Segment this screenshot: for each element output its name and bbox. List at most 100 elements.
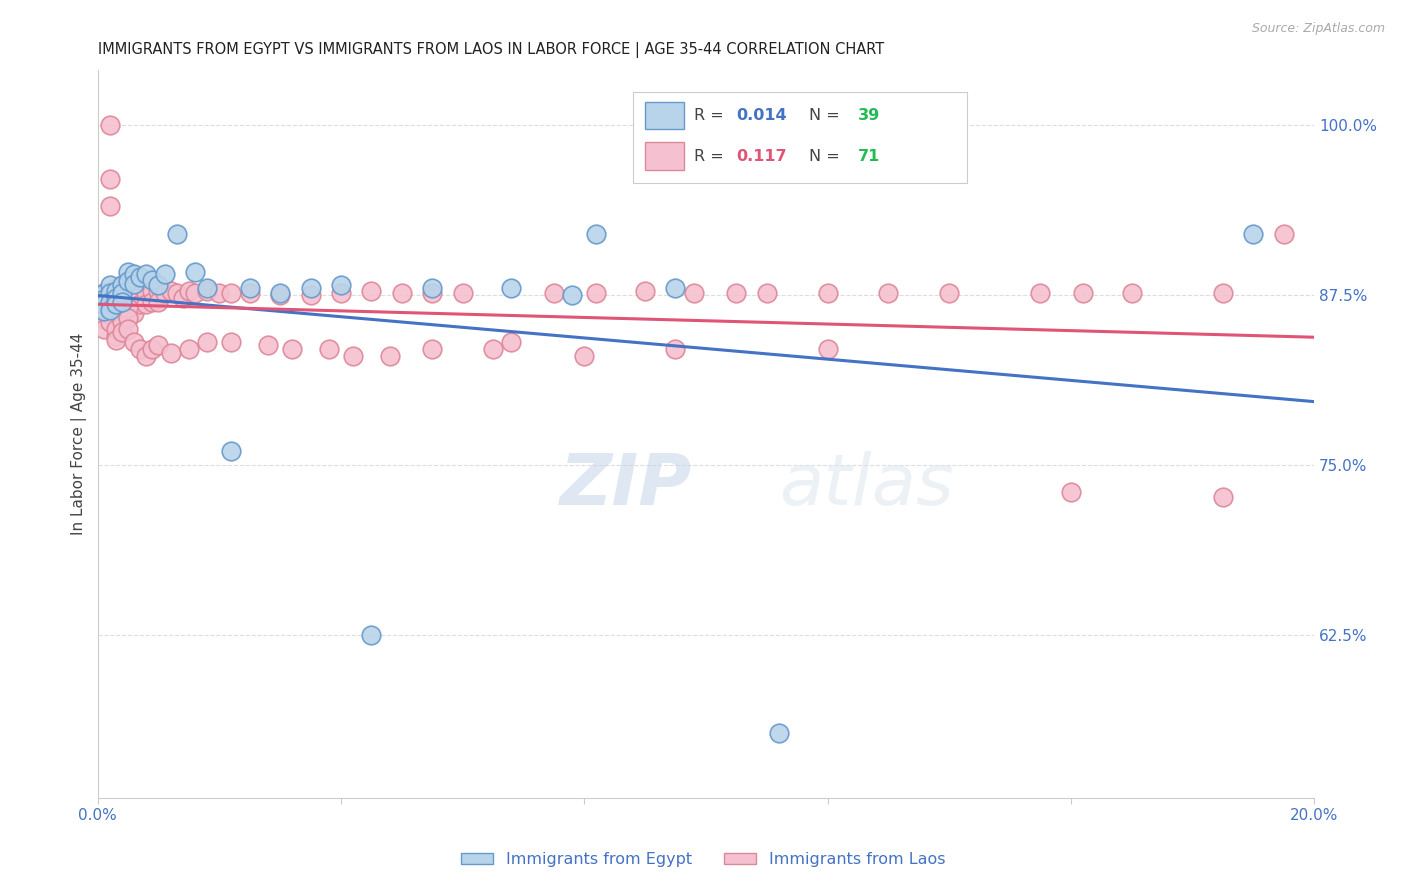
Point xyxy=(1241,227,1264,241)
Point xyxy=(104,308,127,322)
Point xyxy=(98,315,121,329)
Point xyxy=(148,294,170,309)
Point xyxy=(135,268,157,282)
Point xyxy=(938,286,960,301)
Point xyxy=(166,227,188,241)
Point xyxy=(585,227,607,241)
Point xyxy=(93,294,115,309)
Point xyxy=(93,312,115,326)
Point xyxy=(135,278,157,293)
Point xyxy=(104,328,127,343)
Point xyxy=(117,265,139,279)
Point xyxy=(543,286,565,301)
Point xyxy=(129,278,152,293)
Point xyxy=(768,726,790,740)
Point xyxy=(117,301,139,316)
Text: R =: R = xyxy=(693,108,728,123)
Point xyxy=(117,274,139,288)
Point xyxy=(299,281,322,295)
Text: 0.117: 0.117 xyxy=(737,149,787,164)
Point xyxy=(184,286,207,301)
Point xyxy=(98,286,121,301)
Point xyxy=(117,310,139,325)
Point xyxy=(93,304,115,318)
Point xyxy=(817,343,839,357)
Point xyxy=(177,343,200,357)
Point xyxy=(634,284,657,298)
Point xyxy=(725,286,748,301)
Point xyxy=(269,288,291,302)
Point xyxy=(117,322,139,336)
Text: atlas: atlas xyxy=(779,450,953,520)
Text: R =: R = xyxy=(693,149,734,164)
Point xyxy=(104,291,127,305)
Point xyxy=(111,278,134,293)
Point xyxy=(877,286,900,301)
Bar xyxy=(645,143,683,170)
Point xyxy=(93,304,115,318)
Point xyxy=(141,273,163,287)
Point xyxy=(98,172,121,186)
Point xyxy=(360,284,382,298)
Point xyxy=(195,281,218,295)
Text: 0.014: 0.014 xyxy=(737,108,787,123)
Point xyxy=(111,314,134,328)
Point xyxy=(104,333,127,347)
Legend: Immigrants from Egypt, Immigrants from Laos: Immigrants from Egypt, Immigrants from L… xyxy=(454,846,952,873)
Point xyxy=(111,286,134,301)
Point xyxy=(98,302,121,317)
Point xyxy=(98,294,121,309)
Bar xyxy=(645,102,683,129)
Point xyxy=(122,335,145,350)
Point xyxy=(257,338,280,352)
Text: Source: ZipAtlas.com: Source: ZipAtlas.com xyxy=(1251,22,1385,36)
Point xyxy=(1121,286,1143,301)
Point xyxy=(318,343,340,357)
Point xyxy=(117,281,139,295)
Point xyxy=(148,278,170,293)
Point xyxy=(117,310,139,325)
Point xyxy=(148,338,170,352)
Point xyxy=(111,325,134,339)
Point xyxy=(141,284,163,298)
Point xyxy=(172,291,194,305)
Point xyxy=(111,294,134,309)
Point xyxy=(129,297,152,311)
Y-axis label: In Labor Force | Age 35-44: In Labor Force | Age 35-44 xyxy=(72,333,87,535)
Point xyxy=(1060,485,1083,500)
Point xyxy=(281,343,304,357)
Point xyxy=(208,286,231,301)
Point xyxy=(501,335,523,350)
Point xyxy=(104,297,127,311)
Point xyxy=(104,288,127,302)
Point xyxy=(159,346,181,360)
Point xyxy=(117,301,139,316)
Text: 39: 39 xyxy=(858,108,880,123)
Point xyxy=(166,286,188,301)
Point xyxy=(104,319,127,334)
Point xyxy=(104,281,127,295)
Point xyxy=(93,286,115,301)
Point xyxy=(420,281,443,295)
Point xyxy=(391,286,413,301)
Point xyxy=(135,297,157,311)
Point xyxy=(104,322,127,336)
Point xyxy=(135,349,157,363)
Point xyxy=(501,281,523,295)
Point xyxy=(122,286,145,301)
Point xyxy=(153,268,176,282)
Point xyxy=(98,199,121,213)
Point xyxy=(1272,227,1295,241)
Point xyxy=(111,304,134,318)
Point xyxy=(104,284,127,298)
Point xyxy=(1071,286,1094,301)
Point xyxy=(159,284,181,298)
Point xyxy=(98,286,121,301)
Text: 71: 71 xyxy=(858,149,880,164)
Point xyxy=(93,297,115,311)
Point xyxy=(221,335,243,350)
Point xyxy=(117,291,139,305)
Point xyxy=(420,343,443,357)
Point xyxy=(574,349,596,363)
Text: N =: N = xyxy=(810,108,845,123)
